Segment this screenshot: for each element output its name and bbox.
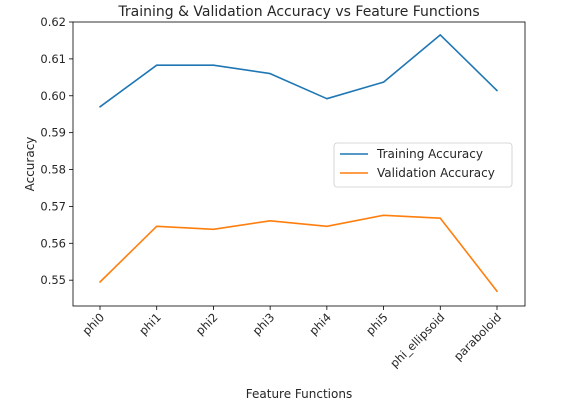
data-point bbox=[496, 89, 498, 92]
data-point bbox=[326, 97, 328, 100]
data-point bbox=[99, 281, 101, 283]
x-tick-label: phi4 bbox=[306, 310, 334, 338]
data-point bbox=[99, 106, 101, 108]
data-point bbox=[155, 64, 158, 66]
y-tick-label: 0.56 bbox=[40, 236, 66, 250]
y-tick-label: 0.57 bbox=[40, 199, 66, 213]
x-tick-label: phi_ellipsoid bbox=[387, 310, 447, 370]
data-point bbox=[212, 64, 215, 66]
data-point bbox=[496, 290, 498, 293]
y-tick-label: 0.55 bbox=[40, 273, 66, 287]
series-lines bbox=[99, 34, 498, 293]
legend-frame bbox=[333, 142, 513, 188]
data-point bbox=[382, 81, 385, 83]
y-tick-label: 0.61 bbox=[40, 52, 66, 66]
y-tick-label: 0.60 bbox=[40, 89, 66, 103]
data-point bbox=[155, 225, 158, 228]
x-axis-label: Feature Functions bbox=[246, 387, 352, 401]
chart-title: Training & Validation Accuracy vs Featur… bbox=[117, 4, 479, 20]
y-axis-label: Accuracy bbox=[23, 137, 37, 192]
x-tick-label: phi3 bbox=[250, 310, 278, 338]
x-tick-label: phi5 bbox=[363, 310, 391, 338]
legend-label: Training Accuracy bbox=[376, 147, 483, 161]
legend-label: Validation Accuracy bbox=[377, 166, 495, 180]
x-tick-label: paraboloid bbox=[451, 310, 504, 363]
data-point bbox=[269, 220, 271, 222]
legend: Training Accuracy Validation Accuracy bbox=[333, 142, 513, 188]
data-point bbox=[212, 228, 215, 231]
x-tick-label: phi2 bbox=[193, 310, 221, 338]
data-point bbox=[439, 34, 442, 36]
y-axis: 0.55 0.56 0.57 0.58 0.59 0.60 0.61 0.62 bbox=[40, 15, 73, 287]
y-tick-label: 0.59 bbox=[40, 126, 66, 140]
y-tick-label: 0.62 bbox=[40, 15, 66, 29]
series-line-0 bbox=[99, 34, 498, 108]
data-point bbox=[439, 217, 442, 220]
y-tick-label: 0.58 bbox=[40, 163, 66, 177]
x-tick-label: phi0 bbox=[79, 310, 107, 338]
data-point bbox=[269, 72, 271, 75]
data-point bbox=[382, 214, 385, 217]
series-line-1 bbox=[99, 214, 498, 292]
x-tick-label: phi1 bbox=[136, 310, 164, 338]
data-point bbox=[326, 225, 328, 228]
